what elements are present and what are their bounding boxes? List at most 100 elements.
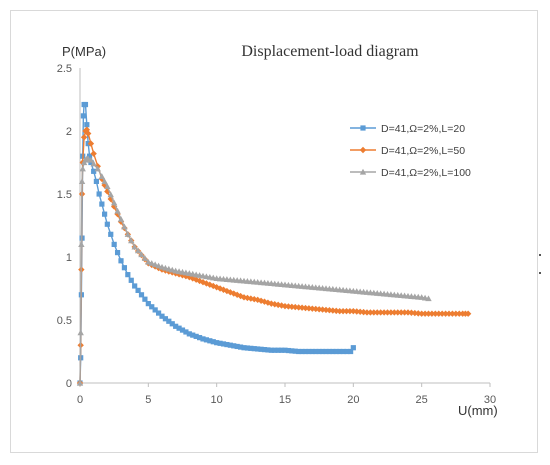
series-point: [121, 223, 128, 230]
series-point: [255, 346, 261, 352]
series-point: [387, 309, 395, 316]
series-point: [370, 309, 378, 316]
series-point: [104, 221, 110, 227]
series-point: [141, 255, 149, 261]
series-point: [391, 309, 398, 316]
series-point: [125, 272, 131, 278]
axes: 0 0.5 1 1.5 2 2.5 0 5 10 15 20 25 30: [57, 63, 496, 406]
series-point: [87, 156, 95, 163]
series-point: [151, 261, 159, 268]
series-point: [90, 160, 97, 167]
legend: D=41,Ω=2%,L=20 D=41,Ω=2%,L=50 D=41,Ω=2%,L=…: [350, 123, 471, 179]
series-point: [339, 307, 347, 315]
series-point: [166, 318, 172, 324]
series-point: [268, 347, 274, 353]
y-tick-label: 1.5: [57, 189, 72, 201]
series-point: [278, 347, 285, 353]
series-point: [78, 241, 85, 247]
series-point: [220, 341, 227, 347]
y-tick-label: 0: [66, 378, 72, 390]
series-point: [227, 342, 233, 348]
series-point: [380, 309, 388, 316]
x-tick-label: 15: [279, 394, 291, 406]
series-point: [111, 241, 117, 247]
series-point: [108, 231, 114, 237]
series-point: [159, 313, 165, 319]
series-point: [248, 345, 254, 351]
series-point: [394, 309, 401, 316]
series-point: [285, 347, 292, 354]
series-point: [193, 333, 199, 339]
series-point: [80, 134, 88, 141]
series-point: [101, 178, 108, 184]
series-point: [128, 237, 135, 244]
stray-dot-2: [539, 272, 541, 274]
series-point: [272, 347, 278, 353]
series-point: [251, 346, 257, 352]
series-point: [313, 348, 319, 355]
series-1: [77, 101, 356, 386]
series-point: [110, 199, 118, 206]
series-point: [78, 178, 86, 184]
series-point: [114, 249, 121, 256]
series-point: [336, 307, 343, 315]
series-point: [121, 265, 128, 271]
series-point: [173, 323, 179, 329]
series-point: [316, 348, 322, 355]
series-point: [96, 191, 102, 197]
series-point: [438, 310, 446, 317]
series-point: [244, 345, 251, 351]
y-tick-label: 2.5: [57, 63, 72, 75]
series-point: [343, 307, 350, 315]
series-point: [155, 262, 162, 269]
series-point: [80, 113, 87, 119]
series-point: [132, 283, 138, 289]
series-point: [275, 347, 281, 353]
series-point: [432, 310, 439, 317]
legend-entry-2: D=41,Ω=2%,L=50: [350, 145, 465, 157]
series-point: [179, 327, 186, 333]
series-point: [77, 329, 84, 336]
series-3: [76, 155, 432, 386]
series-point: [183, 329, 189, 335]
x-tick-label: 0: [77, 394, 83, 406]
series-point: [217, 340, 223, 346]
series-point: [107, 191, 114, 198]
series-point: [377, 309, 384, 316]
series-point: [449, 310, 456, 317]
series-point: [330, 348, 336, 355]
x-axis-label: U(mm): [458, 403, 498, 418]
y-axis-label: P(MPa): [62, 44, 106, 59]
legend-marker: [359, 168, 367, 175]
stray-dot-1: [539, 254, 541, 256]
series-point: [118, 258, 124, 264]
series-point: [142, 296, 148, 302]
series-point: [306, 348, 312, 355]
series-point: [224, 341, 230, 348]
series-point: [82, 101, 89, 108]
chart-title: Displacement-load diagram: [241, 43, 419, 60]
series-point: [445, 310, 453, 317]
series-point: [350, 345, 356, 351]
series-point: [337, 348, 343, 355]
series-point: [203, 337, 210, 343]
series-point: [282, 347, 288, 353]
x-tick-label: 5: [145, 394, 151, 406]
series-point: [363, 309, 371, 316]
legend-entry-1: D=41,Ω=2%,L=20: [350, 123, 465, 135]
series-point: [418, 310, 425, 317]
series-point: [292, 348, 298, 354]
series-point: [94, 165, 101, 172]
series-point: [299, 348, 305, 355]
legend-label: D=41,Ω=2%,L=20: [381, 123, 465, 135]
series-point: [326, 348, 333, 355]
series-point: [169, 321, 175, 327]
series-point: [134, 247, 142, 254]
series-point: [289, 348, 295, 354]
series-point: [231, 343, 237, 349]
series-point: [190, 332, 196, 338]
series-point: [261, 347, 268, 353]
series-point: [237, 344, 244, 350]
series-point: [374, 309, 381, 316]
